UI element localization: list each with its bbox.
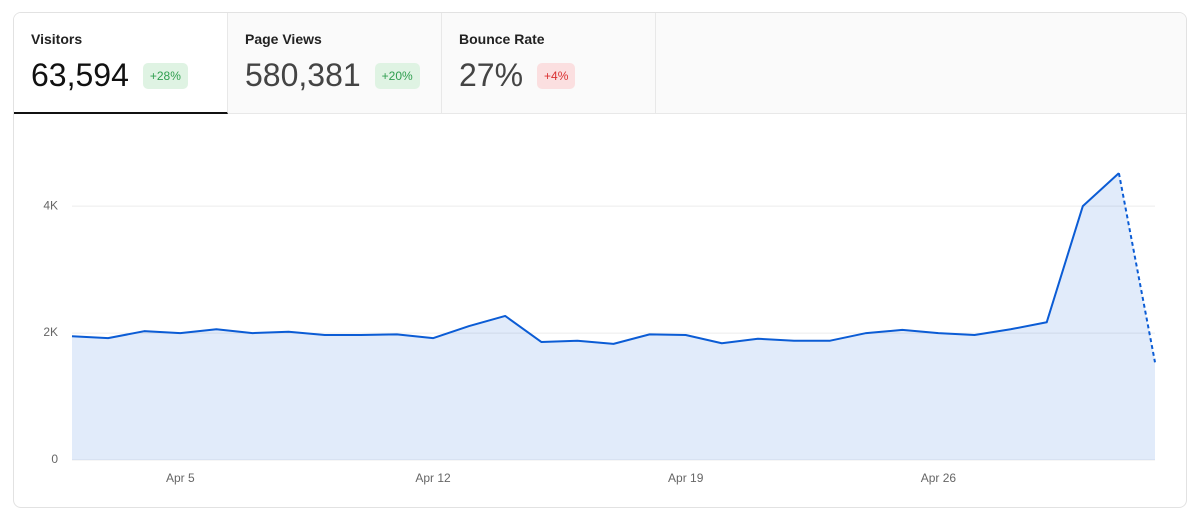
change-badge: +4% xyxy=(537,62,576,89)
tab[interactable]: Page Views 580,381 +20% xyxy=(228,13,442,113)
x-tick-label: Apr 19 xyxy=(668,471,704,485)
tab-value: 63,594 xyxy=(31,57,129,93)
x-tick-label: Apr 12 xyxy=(415,471,451,485)
tab-value: 580,381 xyxy=(245,57,361,93)
y-tick-label: 2K xyxy=(43,325,58,339)
tab[interactable]: Visitors 63,594 +28% xyxy=(14,13,228,114)
tab-label: Page Views xyxy=(245,31,322,47)
change-badge: +28% xyxy=(142,62,188,89)
y-tick-label: 0 xyxy=(51,452,58,466)
x-tick-label: Apr 26 xyxy=(921,471,957,485)
tab-label: Visitors xyxy=(31,31,83,47)
x-tick-label: Apr 5 xyxy=(166,471,195,485)
change-badge: +20% xyxy=(374,62,420,89)
tab-value: 27% xyxy=(459,57,524,93)
tab[interactable]: Bounce Rate 27% +4% xyxy=(442,13,656,113)
tab-label: Bounce Rate xyxy=(459,31,545,47)
line xyxy=(71,172,1120,345)
metric-tabs: Visitors 63,594 +28% Page Views 580,381 +2… xyxy=(14,13,1186,114)
area xyxy=(72,173,1155,460)
y-tick-label: 4K xyxy=(43,198,58,212)
analytics-card: Visitors 63,594 +28% Page Views 580,381 +2… xyxy=(13,12,1187,508)
